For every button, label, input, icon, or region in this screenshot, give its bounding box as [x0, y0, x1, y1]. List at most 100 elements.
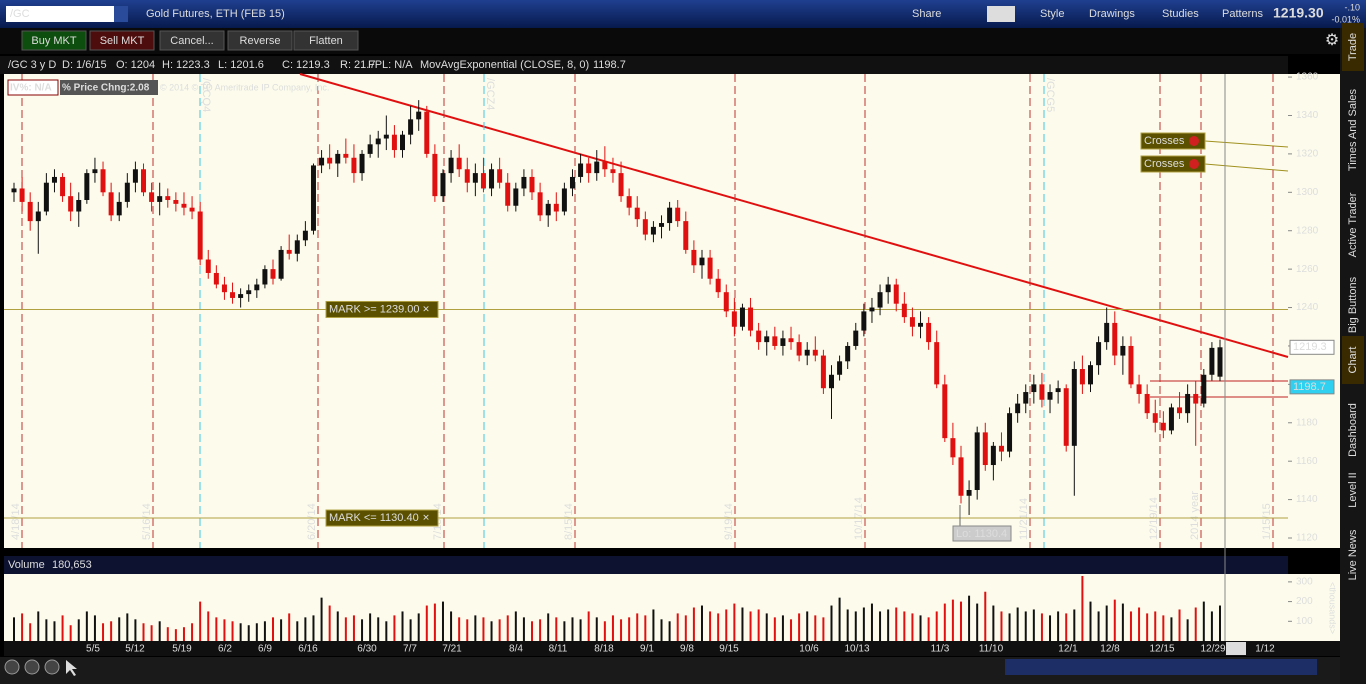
volume-bar	[247, 625, 250, 641]
candle-body	[108, 192, 114, 216]
volume-bar	[611, 615, 614, 641]
y-tick-label: 1320	[1296, 149, 1319, 160]
volume-bar	[1000, 611, 1003, 641]
copyright: © 2014 © TD Ameritrade IP Company, Inc.	[160, 82, 329, 92]
candle-body	[1209, 347, 1215, 375]
order-button-label[interactable]: Sell MKT	[100, 35, 145, 47]
zoom-button[interactable]	[24, 659, 40, 675]
candle-body	[489, 169, 495, 189]
volume-bar	[579, 619, 582, 641]
candle-body	[788, 338, 794, 343]
y-tick-label: 1120	[1296, 533, 1318, 544]
volume-bar	[539, 619, 542, 641]
volume-bar	[668, 621, 671, 641]
header-button[interactable]: D	[990, 8, 998, 20]
x-tick-label: 9/15	[719, 644, 739, 655]
alert-box[interactable]	[325, 300, 439, 318]
candle-body	[626, 196, 632, 208]
candle-body	[861, 311, 867, 331]
order-button[interactable]	[159, 30, 225, 51]
volume-bar	[482, 617, 485, 641]
order-button[interactable]	[21, 30, 87, 51]
header-button[interactable]: Drawings	[1089, 8, 1135, 20]
low-box	[952, 525, 1012, 542]
volume-bar	[870, 603, 873, 641]
candle-body	[35, 211, 41, 222]
volume-bar	[296, 621, 299, 641]
candle-body	[375, 138, 381, 145]
x-tick-label: 11/3	[931, 644, 950, 655]
badge	[7, 79, 59, 96]
candle-body	[974, 432, 980, 490]
candle-body	[1087, 365, 1093, 385]
sidebar-tab[interactable]: Trade	[1347, 33, 1359, 61]
candle-body	[294, 240, 300, 254]
volume-bar	[344, 617, 347, 641]
symbol-dropdown[interactable]	[114, 6, 128, 22]
crosses-box[interactable]	[1140, 155, 1206, 173]
candle-body	[966, 489, 972, 496]
scrollbar[interactable]	[1005, 659, 1317, 675]
header-button[interactable]: Patterns	[1222, 8, 1263, 20]
order-button[interactable]	[227, 30, 293, 51]
sidebar-tab[interactable]: Live News	[1347, 529, 1359, 580]
volume-bar	[595, 617, 598, 641]
crosses-box[interactable]	[1140, 132, 1206, 150]
x-tick-label: 8/18	[594, 644, 614, 655]
sidebar-tab[interactable]: Chart	[1347, 347, 1359, 374]
volume-bar	[992, 605, 995, 641]
candle-body	[828, 374, 834, 389]
order-button-label[interactable]: Buy MKT	[31, 35, 77, 47]
event-label: 1/15/15	[1261, 503, 1273, 540]
candle-body	[1071, 369, 1077, 446]
sidebar-tab[interactable]: Big Buttons	[1347, 276, 1359, 333]
header-button[interactable]: Studies	[1162, 8, 1199, 20]
crosses-x[interactable]	[1189, 136, 1199, 146]
volume-bar	[498, 619, 501, 641]
volume-bar	[1073, 609, 1076, 641]
candle-body	[367, 144, 373, 154]
sidebar-tab[interactable]: Level II	[1347, 472, 1359, 507]
order-button-label[interactable]: Reverse	[240, 35, 281, 47]
crosses-x[interactable]	[1189, 159, 1199, 169]
candle-body	[796, 342, 802, 356]
candle-body	[302, 230, 308, 241]
volume-bar	[29, 623, 32, 641]
price-label-box	[1289, 339, 1335, 355]
header-button[interactable]: Style	[1040, 8, 1064, 20]
alert-box[interactable]	[325, 509, 439, 527]
sidebar-tab-active[interactable]	[1342, 336, 1364, 384]
candle-body	[221, 284, 227, 293]
x-tick-label: 12/29	[1200, 644, 1225, 655]
candle-body	[837, 361, 843, 375]
order-button[interactable]	[293, 30, 359, 51]
sidebar-tab-active[interactable]	[1342, 23, 1364, 71]
symbol-box[interactable]	[6, 6, 114, 22]
order-button-label[interactable]: Flatten	[309, 35, 343, 47]
volume-bar	[984, 591, 987, 641]
order-button[interactable]	[89, 30, 155, 51]
candle-body	[594, 161, 600, 174]
settings-icon[interactable]: ⚙	[1325, 32, 1339, 49]
candle-body	[820, 355, 826, 389]
sidebar-tab[interactable]: Times And Sales	[1347, 88, 1359, 171]
pointer-button[interactable]	[66, 660, 77, 676]
x-tick-label: 8/4	[509, 644, 523, 655]
volume-bar	[1121, 603, 1124, 641]
zoom-button[interactable]	[44, 659, 60, 675]
candle-body	[537, 192, 543, 216]
sidebar-tab[interactable]: Active Trader	[1347, 192, 1359, 257]
candle-body	[205, 259, 211, 273]
d-box[interactable]	[987, 6, 1015, 22]
sidebar-tab[interactable]: Dashboard	[1347, 403, 1359, 457]
volume-bar	[142, 623, 145, 641]
x-tick-label: 12/15	[1149, 644, 1174, 655]
volume-tick-label: 200	[1296, 596, 1313, 607]
order-button-label[interactable]: Cancel...	[170, 35, 213, 47]
header-button[interactable]: Share	[912, 8, 941, 20]
y-tick-label: 1340	[1296, 110, 1319, 121]
symbol[interactable]: /GC	[10, 8, 30, 20]
candle-body	[926, 322, 932, 343]
zoom-button[interactable]	[4, 659, 20, 675]
volume-bar	[85, 611, 88, 641]
